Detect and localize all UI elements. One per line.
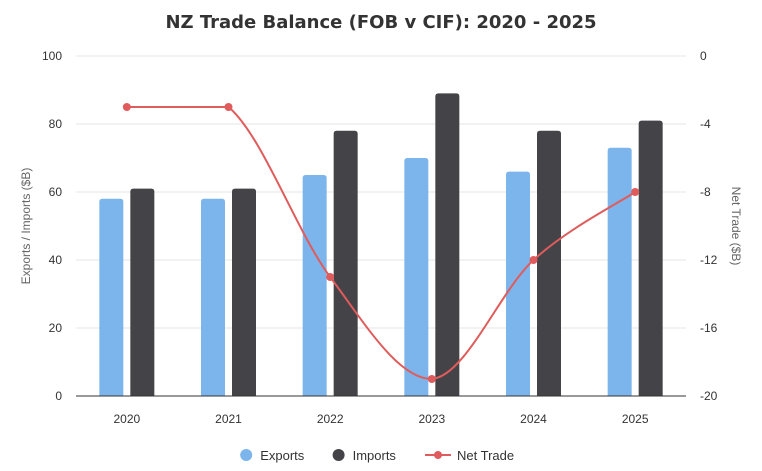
chart-title: NZ Trade Balance (FOB v CIF): 2020 - 202… [165,12,596,33]
x-axis-tick-label: 2023 [418,412,445,426]
x-axis-ticks: 2020 2021 2022 2023 2024 2025 [113,412,648,426]
right-axis-ticks: -20 -16 -12 -8 -4 0 [700,49,718,403]
imports-bar[interactable] [638,120,663,396]
right-axis-tick-label: -4 [700,117,711,131]
exports-bar[interactable] [607,147,632,396]
legend-dot-symbol [240,449,253,461]
net-trade-point[interactable] [427,375,436,383]
legend-label: Net Trade [457,448,514,463]
left-axis-tick-label: 80 [49,117,63,131]
right-axis-tick-label: -12 [700,253,718,267]
right-axis-tick-label: -16 [700,321,718,335]
left-axis-tick-label: 40 [49,253,63,267]
x-axis-tick-label: 2020 [113,412,140,426]
net-trade-point[interactable] [631,188,640,196]
exports-bar[interactable] [201,198,225,396]
left-axis-ticks: 0 20 40 60 80 100 [42,49,62,403]
legend-item-net-trade[interactable]: Net Trade [425,448,514,463]
net-trade-point[interactable] [326,273,335,281]
legend-item-exports[interactable]: Exports [240,448,305,463]
right-axis-label: Net Trade ($B) [729,187,743,266]
bar-series [99,93,663,397]
exports-bar[interactable] [302,175,327,396]
net-trade-point[interactable] [122,103,131,111]
imports-bar[interactable] [435,93,460,397]
imports-bar[interactable] [537,130,561,397]
x-axis-tick-label: 2022 [317,412,344,426]
imports-bar[interactable] [232,188,256,396]
gridlines [76,55,686,329]
legend-marker-symbol [434,451,442,459]
right-axis-tick-label: 0 [700,49,707,63]
net-trade-point[interactable] [529,256,538,264]
legend-label: Exports [260,448,305,463]
imports-bar[interactable] [130,188,155,396]
left-axis-tick-label: 20 [49,321,63,335]
x-axis-tick-label: 2025 [622,412,649,426]
legend-dot-symbol [332,449,345,461]
exports-bar[interactable] [404,158,429,396]
left-axis-label: Exports / Imports ($B) [19,168,33,285]
right-axis-tick-label: -8 [700,185,711,199]
left-axis-tick-label: 0 [55,389,62,403]
exports-bar[interactable] [506,171,530,396]
net-trade-point[interactable] [224,103,233,111]
legend-label: Imports [353,448,397,463]
legend: Exports Imports Net Trade [240,448,514,463]
imports-bar[interactable] [333,130,358,397]
x-axis-tick-label: 2024 [520,412,547,426]
x-axis-tick-label: 2021 [215,412,242,426]
line-series [122,103,640,383]
legend-item-imports[interactable]: Imports [332,448,397,463]
left-axis-tick-label: 100 [42,49,62,63]
exports-bar[interactable] [99,198,124,396]
right-axis-tick-label: -20 [700,389,718,403]
left-axis-tick-label: 60 [49,185,63,199]
